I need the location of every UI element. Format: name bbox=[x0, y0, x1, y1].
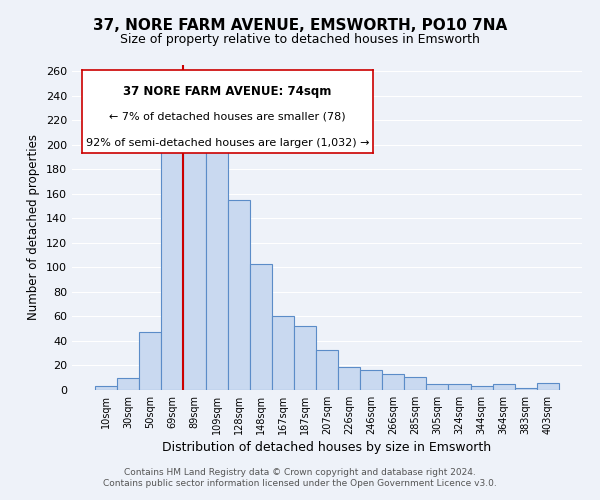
Bar bbox=[470, 386, 493, 390]
Bar bbox=[206, 138, 227, 390]
Bar bbox=[95, 386, 117, 390]
Bar bbox=[360, 370, 382, 390]
Bar bbox=[184, 144, 206, 390]
Y-axis label: Number of detached properties: Number of detached properties bbox=[28, 134, 40, 320]
Bar bbox=[338, 366, 360, 390]
Bar bbox=[515, 388, 537, 390]
Bar bbox=[294, 326, 316, 390]
Bar bbox=[117, 378, 139, 390]
Bar bbox=[448, 384, 470, 390]
Bar bbox=[382, 374, 404, 390]
Bar bbox=[316, 350, 338, 390]
Text: Size of property relative to detached houses in Emsworth: Size of property relative to detached ho… bbox=[120, 32, 480, 46]
Bar bbox=[427, 384, 448, 390]
Bar bbox=[139, 332, 161, 390]
Bar bbox=[404, 376, 427, 390]
Bar bbox=[537, 382, 559, 390]
Bar bbox=[250, 264, 272, 390]
Bar bbox=[227, 200, 250, 390]
Bar bbox=[161, 138, 184, 390]
Bar bbox=[272, 316, 294, 390]
X-axis label: Distribution of detached houses by size in Emsworth: Distribution of detached houses by size … bbox=[163, 441, 491, 454]
Text: Contains HM Land Registry data © Crown copyright and database right 2024.
Contai: Contains HM Land Registry data © Crown c… bbox=[103, 468, 497, 487]
Bar bbox=[493, 384, 515, 390]
Text: 37, NORE FARM AVENUE, EMSWORTH, PO10 7NA: 37, NORE FARM AVENUE, EMSWORTH, PO10 7NA bbox=[93, 18, 507, 32]
